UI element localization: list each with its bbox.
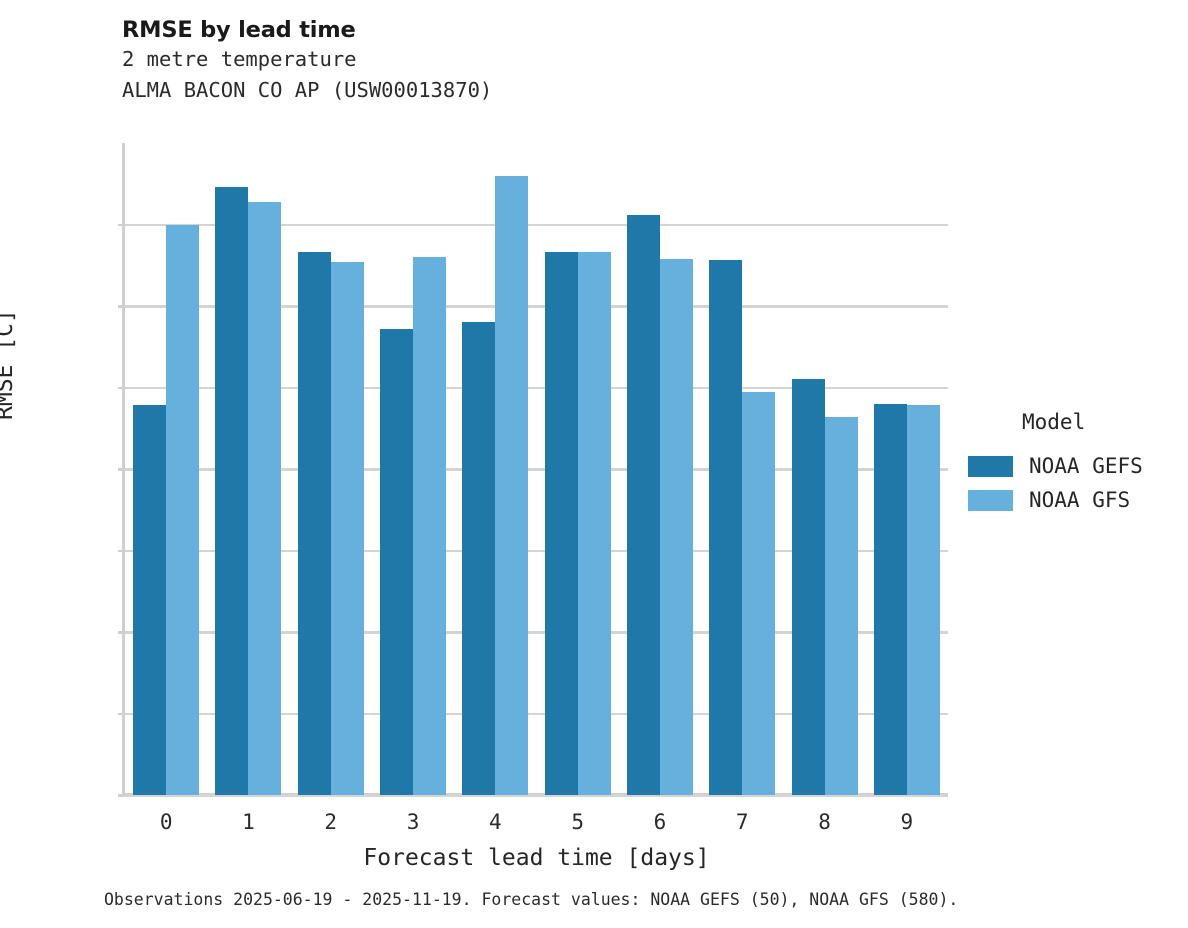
bar-noaa-gfs-day-6 — [659, 258, 693, 795]
bar-noaa-gefs-day-5 — [544, 252, 578, 795]
bar-noaa-gfs-day-4 — [495, 175, 529, 795]
legend-title: Model — [1022, 410, 1086, 434]
y-tick-mark — [118, 631, 125, 634]
legend-item-label: NOAA GEFS — [1029, 453, 1143, 478]
title-block: RMSE by lead time 2 metre temperature AL… — [122, 16, 1022, 106]
x-tick-label: 6 — [653, 810, 667, 834]
bar-noaa-gefs-day-4 — [462, 322, 496, 795]
gridline — [125, 712, 948, 715]
bar-noaa-gfs-day-8 — [824, 416, 858, 795]
y-tick-mark — [118, 468, 125, 471]
x-tick-label: 7 — [735, 810, 749, 834]
bar-noaa-gefs-day-7 — [709, 260, 743, 795]
bar-noaa-gfs-day-9 — [906, 405, 940, 795]
subtitle-station: ALMA BACON CO AP (USW00013870) — [122, 78, 493, 102]
bar-noaa-gefs-day-8 — [791, 379, 825, 795]
legend-item[interactable]: NOAA GFS — [968, 483, 1183, 517]
x-tick-label: 1 — [242, 810, 255, 834]
legend-item[interactable]: NOAA GEFS — [968, 449, 1183, 483]
legend: Model NOAA GEFS NOAA GFS — [968, 410, 1183, 517]
legend-swatch-icon — [968, 455, 1013, 477]
legend-item-label: NOAA GFS — [1029, 487, 1131, 512]
bar-noaa-gfs-day-2 — [330, 262, 364, 795]
gridline — [125, 305, 948, 308]
subtitle-variable: 2 metre temperature — [122, 47, 357, 71]
bar-noaa-gefs-day-9 — [873, 403, 907, 795]
x-tick-label: 4 — [489, 810, 502, 834]
x-tick-label: 3 — [406, 810, 420, 834]
gridline — [125, 386, 948, 389]
bar-noaa-gfs-day-5 — [577, 252, 611, 795]
x-axis-label: Forecast lead time [days] — [363, 845, 710, 871]
y-tick-mark — [118, 794, 125, 797]
x-tick-label: 5 — [571, 810, 584, 834]
y-tick-mark — [118, 712, 125, 715]
plot-area: 0.00.51.01.52.02.53.03.5 — [118, 143, 948, 797]
bar-noaa-gfs-day-1 — [248, 201, 282, 795]
bar-noaa-gfs-day-0 — [166, 224, 200, 795]
x-tick-label: 0 — [159, 810, 173, 834]
footer-note: Observations 2025-06-19 - 2025-11-19. Fo… — [104, 890, 959, 909]
x-tick-label: 2 — [324, 810, 338, 834]
bar-noaa-gfs-day-3 — [413, 257, 447, 795]
gridline — [125, 631, 948, 634]
y-axis-label: RMSE [C] — [0, 309, 18, 420]
bar-noaa-gefs-day-3 — [380, 328, 414, 795]
x-tick-label: 9 — [900, 810, 914, 834]
bar-noaa-gfs-day-7 — [742, 392, 776, 795]
bar-noaa-gefs-day-2 — [297, 252, 331, 795]
y-tick-mark — [118, 305, 125, 308]
x-tick-label: 8 — [818, 810, 831, 834]
gridline — [125, 549, 948, 552]
legend-rows: NOAA GEFS NOAA GFS — [968, 449, 1183, 517]
y-tick-mark — [118, 223, 125, 226]
y-tick-mark — [118, 549, 125, 552]
y-tick-mark — [118, 386, 125, 389]
gridline — [125, 468, 948, 471]
bar-noaa-gefs-day-1 — [215, 187, 249, 795]
bar-noaa-gefs-day-6 — [626, 214, 660, 795]
gridline — [125, 794, 948, 797]
bar-noaa-gefs-day-0 — [133, 405, 167, 795]
page-title: RMSE by lead time — [122, 17, 356, 43]
legend-swatch-icon — [968, 489, 1013, 511]
gridline — [125, 223, 948, 226]
